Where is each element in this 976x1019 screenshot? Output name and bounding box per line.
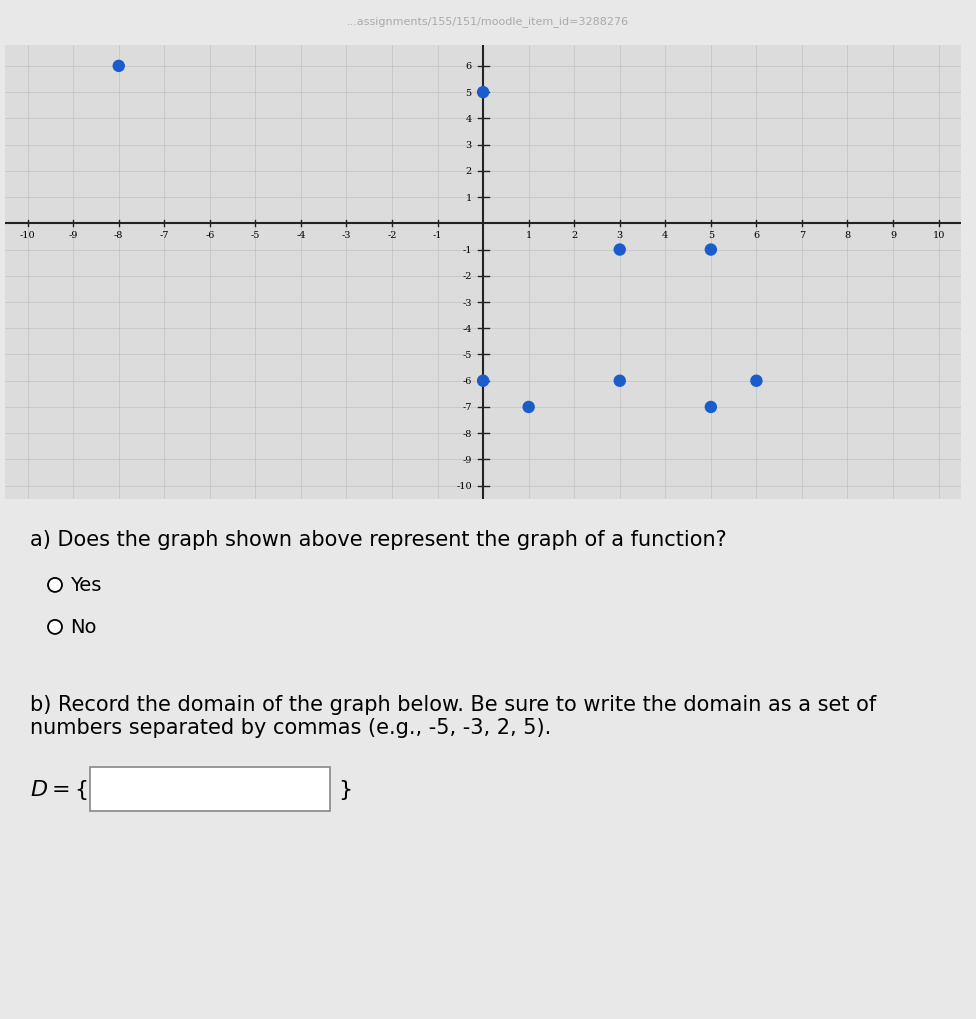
Text: 3: 3	[617, 230, 623, 239]
Text: -8: -8	[114, 230, 123, 239]
Point	[475, 373, 491, 389]
Text: -2: -2	[387, 230, 397, 239]
Point	[612, 373, 628, 389]
Text: Yes: Yes	[70, 576, 102, 595]
Text: 1: 1	[466, 194, 471, 203]
Circle shape	[48, 579, 62, 592]
Text: No: No	[70, 618, 97, 637]
Text: -8: -8	[463, 429, 471, 438]
Point	[703, 243, 718, 259]
Text: 2: 2	[466, 167, 471, 176]
Text: -4: -4	[463, 324, 471, 333]
Text: -6: -6	[463, 377, 471, 386]
Text: 2: 2	[571, 230, 578, 239]
Text: a) Does the graph shown above represent the graph of a function?: a) Does the graph shown above represent …	[30, 530, 727, 549]
Text: -3: -3	[342, 230, 351, 239]
Text: 5: 5	[466, 89, 471, 98]
Text: 4: 4	[466, 115, 471, 123]
Text: 3: 3	[466, 141, 471, 150]
Text: -7: -7	[463, 404, 471, 412]
Text: }: }	[338, 780, 352, 799]
Text: 10: 10	[932, 230, 945, 239]
Text: -6: -6	[205, 230, 215, 239]
FancyBboxPatch shape	[90, 767, 330, 811]
Text: 1: 1	[525, 230, 532, 239]
Text: -3: -3	[463, 299, 471, 307]
Text: -5: -5	[463, 351, 471, 360]
Text: -10: -10	[20, 230, 35, 239]
Point	[612, 243, 628, 259]
Point	[749, 373, 764, 389]
Text: -1: -1	[463, 246, 471, 255]
Text: -5: -5	[251, 230, 260, 239]
Circle shape	[48, 621, 62, 634]
Text: b) Record the domain of the graph below. Be sure to write the domain as a set of: b) Record the domain of the graph below.…	[30, 694, 876, 738]
Text: 6: 6	[753, 230, 759, 239]
Point	[111, 59, 127, 75]
Text: -1: -1	[432, 230, 442, 239]
Text: -9: -9	[463, 455, 471, 465]
Text: -9: -9	[68, 230, 78, 239]
Text: -4: -4	[296, 230, 305, 239]
Text: -7: -7	[159, 230, 169, 239]
Point	[475, 85, 491, 101]
Text: 6: 6	[466, 62, 471, 71]
Text: 8: 8	[844, 230, 850, 239]
Text: 5: 5	[708, 230, 713, 239]
Text: 7: 7	[798, 230, 805, 239]
Point	[521, 399, 537, 416]
Text: -2: -2	[463, 272, 471, 281]
Point	[703, 399, 718, 416]
Text: 9: 9	[890, 230, 896, 239]
Text: 4: 4	[662, 230, 669, 239]
Text: -10: -10	[456, 482, 471, 491]
Text: ...assignments/155/151/moodle_item_id=3288276: ...assignments/155/151/moodle_item_id=32…	[346, 16, 630, 28]
Text: $D = \{$: $D = \{$	[30, 777, 88, 801]
